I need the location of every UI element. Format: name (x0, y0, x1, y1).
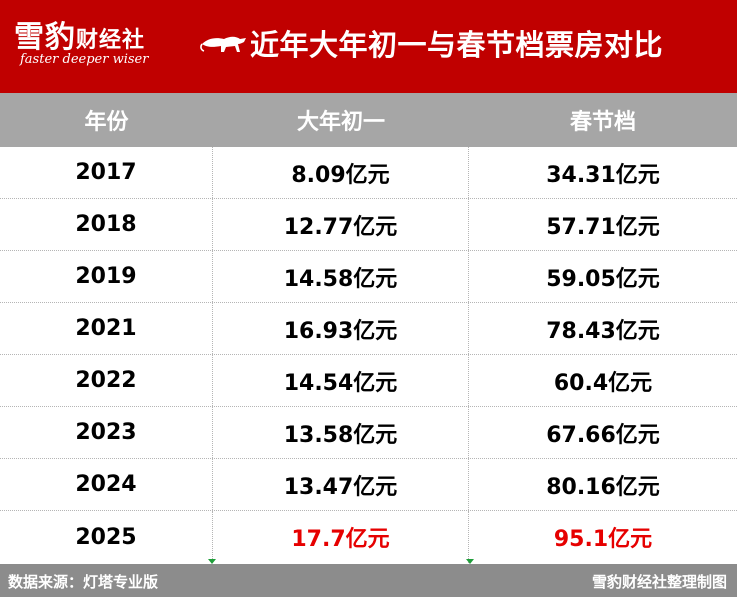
footer-bar: 数据来源：灯塔专业版 雪豹财经社整理制图 (0, 564, 737, 597)
first-day-cell: 12.77亿元 (213, 199, 469, 250)
header-banner: 雪豹财经社 faster deeper wiser 近年大年初一与春节档票房对比 (0, 0, 737, 93)
page-title: 近年大年初一与春节档票房对比 (250, 28, 664, 62)
year-cell: 2021 (0, 303, 213, 354)
first-day-cell: 14.54亿元 (213, 355, 469, 406)
first-day-cell: 8.09亿元 (213, 147, 469, 198)
table-row-highlight: 2025 17.7亿元 95.1亿元 (0, 511, 737, 563)
year-cell: 2017 (0, 147, 213, 198)
table-row: 2017 8.09亿元 34.31亿元 (0, 147, 737, 199)
column-header-first-day: 大年初一 (296, 110, 385, 135)
festival-cell: 80.16亿元 (546, 474, 660, 500)
year-cell: 2025 (0, 511, 213, 563)
table-row: 2018 12.77亿元 57.71亿元 (0, 199, 737, 251)
festival-cell: 67.66亿元 (546, 422, 660, 448)
festival-cell: 34.31亿元 (546, 162, 660, 188)
box-office-table: 年份 大年初一 春节档 2017 8.09亿元 34.31亿元 2018 12.… (0, 93, 737, 563)
year-cell: 2022 (0, 355, 213, 406)
table-row: 2024 13.47亿元 80.16亿元 (0, 459, 737, 511)
brand-logo: 雪豹财经社 faster deeper wiser (10, 8, 246, 86)
logo-cn-main: 雪豹 (14, 20, 76, 55)
data-source: 数据来源：灯塔专业版 (8, 573, 159, 591)
festival-cell: 78.43亿元 (546, 318, 660, 344)
logo-cn-small: 财经社 (76, 27, 146, 53)
table-row: 2019 14.58亿元 59.05亿元 (0, 251, 737, 303)
year-cell: 2023 (0, 407, 213, 458)
first-day-cell-highlight: 17.7亿元 (213, 511, 469, 563)
cell-marker-icon (466, 559, 474, 564)
logo-chinese-text: 雪豹财经社 (14, 12, 145, 56)
table-row: 2022 14.54亿元 60.4亿元 (0, 355, 737, 407)
festival-cell: 57.71亿元 (546, 214, 660, 240)
column-header-year: 年份 (84, 110, 129, 135)
year-cell: 2018 (0, 199, 213, 250)
festival-cell: 59.05亿元 (546, 266, 660, 292)
year-cell: 2024 (0, 459, 213, 510)
table-header-row: 年份 大年初一 春节档 (0, 93, 737, 147)
cell-marker-icon (208, 559, 216, 564)
table-row: 2021 16.93亿元 78.43亿元 (0, 303, 737, 355)
first-day-cell: 14.58亿元 (213, 251, 469, 302)
leopard-icon (200, 36, 246, 52)
logo-slogan: faster deeper wiser (20, 52, 149, 67)
year-cell: 2019 (0, 251, 213, 302)
first-day-cell: 16.93亿元 (213, 303, 469, 354)
table-row: 2023 13.58亿元 67.66亿元 (0, 407, 737, 459)
first-day-cell: 13.47亿元 (213, 459, 469, 510)
festival-cell-highlight: 95.1亿元 (553, 527, 653, 552)
first-day-cell: 13.58亿元 (213, 407, 469, 458)
festival-cell: 60.4亿元 (553, 370, 653, 396)
column-header-festival: 春节档 (569, 110, 636, 135)
credit-line: 雪豹财经社整理制图 (591, 573, 727, 591)
